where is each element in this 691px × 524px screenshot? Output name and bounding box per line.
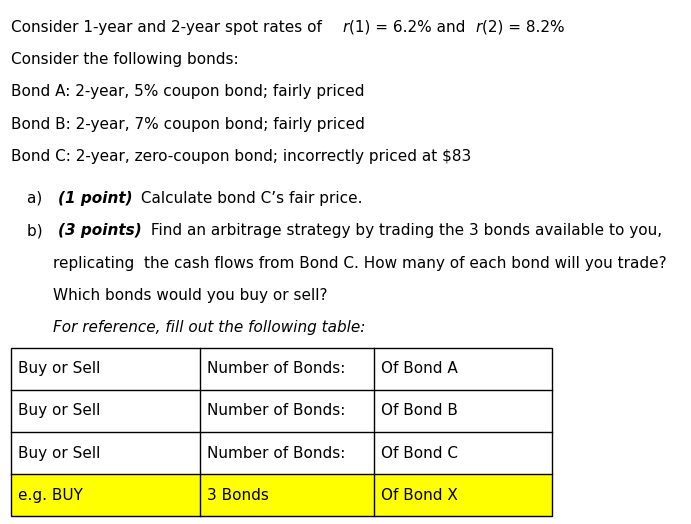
Text: Buy or Sell: Buy or Sell bbox=[18, 445, 101, 461]
Text: (1) = 6.2% and: (1) = 6.2% and bbox=[349, 19, 470, 35]
Bar bbox=[12, 432, 552, 474]
Text: b): b) bbox=[27, 223, 57, 238]
Text: Number of Bonds:: Number of Bonds: bbox=[207, 403, 346, 418]
Text: Bond A: 2-year, 5% coupon bond; fairly priced: Bond A: 2-year, 5% coupon bond; fairly p… bbox=[12, 84, 365, 99]
Text: Bond C: 2-year, zero-coupon bond; incorrectly priced at $83: Bond C: 2-year, zero-coupon bond; incorr… bbox=[12, 149, 472, 164]
Text: Of Bond X: Of Bond X bbox=[381, 488, 458, 503]
Text: For reference, fill out the following table:: For reference, fill out the following ta… bbox=[53, 320, 366, 335]
Text: Of Bond A: Of Bond A bbox=[381, 361, 458, 376]
Text: r: r bbox=[475, 19, 482, 35]
Bar bbox=[12, 474, 552, 516]
Text: (2) = 8.2%: (2) = 8.2% bbox=[482, 19, 565, 35]
Text: Consider the following bonds:: Consider the following bonds: bbox=[12, 52, 239, 67]
Text: r: r bbox=[342, 19, 348, 35]
Text: e.g. BUY: e.g. BUY bbox=[18, 488, 83, 503]
Text: a): a) bbox=[27, 191, 57, 206]
Text: Find an arbitrage strategy by trading the 3 bonds available to you,: Find an arbitrage strategy by trading th… bbox=[146, 223, 662, 238]
Bar bbox=[12, 347, 552, 516]
Text: 3 Bonds: 3 Bonds bbox=[207, 488, 269, 503]
Bar bbox=[12, 390, 552, 432]
Text: Buy or Sell: Buy or Sell bbox=[18, 403, 101, 418]
Text: replicating  the cash flows from Bond C. How many of each bond will you trade?: replicating the cash flows from Bond C. … bbox=[53, 256, 667, 270]
Text: Bond B: 2-year, 7% coupon bond; fairly priced: Bond B: 2-year, 7% coupon bond; fairly p… bbox=[12, 116, 366, 132]
Bar bbox=[12, 347, 552, 390]
Text: Calculate bond C’s fair price.: Calculate bond C’s fair price. bbox=[136, 191, 363, 206]
Text: Of Bond C: Of Bond C bbox=[381, 445, 458, 461]
Text: Which bonds would you buy or sell?: Which bonds would you buy or sell? bbox=[53, 288, 328, 303]
Text: (1 point): (1 point) bbox=[58, 191, 133, 206]
Text: Number of Bonds:: Number of Bonds: bbox=[207, 445, 346, 461]
Text: (3 points): (3 points) bbox=[58, 223, 142, 238]
Text: Buy or Sell: Buy or Sell bbox=[18, 361, 101, 376]
Text: Number of Bonds:: Number of Bonds: bbox=[207, 361, 346, 376]
Text: Consider 1-year and 2-year spot rates of: Consider 1-year and 2-year spot rates of bbox=[12, 19, 328, 35]
Text: Of Bond B: Of Bond B bbox=[381, 403, 458, 418]
